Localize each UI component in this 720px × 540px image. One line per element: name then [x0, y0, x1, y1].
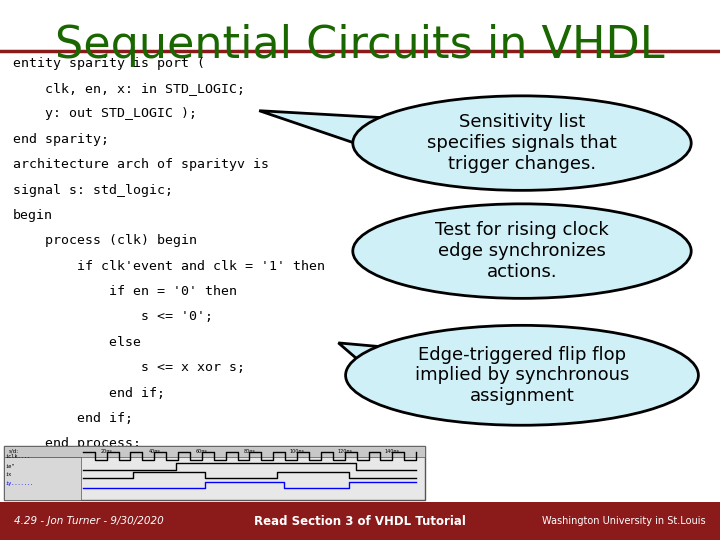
- Text: end if;: end if;: [13, 412, 133, 425]
- Text: entity sparity is port (: entity sparity is port (: [13, 57, 205, 70]
- Text: iclk....: iclk....: [6, 454, 31, 459]
- Text: s <= '0';: s <= '0';: [13, 310, 213, 323]
- Text: 4.29 - Jon Turner - 9/30/2020: 4.29 - Jon Turner - 9/30/2020: [14, 516, 164, 526]
- Text: end process;: end process;: [13, 437, 141, 450]
- Text: else: else: [13, 336, 141, 349]
- Text: 40ns: 40ns: [148, 449, 160, 454]
- Text: y: out STD_LOGIC );: y: out STD_LOGIC );: [13, 107, 197, 120]
- Text: architecture arch of sparityv is: architecture arch of sparityv is: [13, 158, 269, 171]
- FancyBboxPatch shape: [4, 457, 81, 500]
- Text: if clk'event and clk = '1' then: if clk'event and clk = '1' then: [13, 260, 325, 273]
- Text: Sensitivity list
specifies signals that
trigger changes.: Sensitivity list specifies signals that …: [427, 113, 617, 173]
- Text: Washington University in St.Louis: Washington University in St.Louis: [542, 516, 706, 526]
- Text: begin: begin: [13, 209, 53, 222]
- Text: ie": ie": [6, 463, 15, 469]
- Text: 100ns: 100ns: [289, 449, 305, 454]
- Ellipse shape: [353, 204, 691, 298]
- Text: ix: ix: [6, 472, 12, 477]
- Text: signal s: std_logic;: signal s: std_logic;: [13, 184, 173, 197]
- Text: iy.......: iy.......: [6, 481, 34, 487]
- Polygon shape: [259, 111, 401, 156]
- Polygon shape: [338, 343, 399, 385]
- Text: clk, en, x: in STD_LOGIC;: clk, en, x: in STD_LOGIC;: [13, 82, 245, 95]
- Text: end if;: end if;: [13, 387, 165, 400]
- Text: if en = '0' then: if en = '0' then: [13, 285, 237, 298]
- Text: Edge-triggered flip flop
implied by synchronous
assignment: Edge-triggered flip flop implied by sync…: [415, 346, 629, 405]
- Text: end sparity;: end sparity;: [13, 133, 109, 146]
- Text: s <= x xor s;: s <= x xor s;: [13, 361, 245, 374]
- Text: Read Section 3 of VHDL Tutorial: Read Section 3 of VHDL Tutorial: [254, 515, 466, 528]
- Text: s/d:: s/d:: [9, 449, 19, 454]
- Text: 80ns: 80ns: [243, 449, 256, 454]
- FancyBboxPatch shape: [4, 446, 425, 457]
- Text: 60ns: 60ns: [196, 449, 208, 454]
- Text: y <= s;: y <= s;: [13, 463, 101, 476]
- Ellipse shape: [353, 96, 691, 191]
- Ellipse shape: [346, 325, 698, 426]
- Text: Test for rising clock
edge synchronizes
actions.: Test for rising clock edge synchronizes …: [435, 221, 609, 281]
- Text: 20ns: 20ns: [101, 449, 112, 454]
- Polygon shape: [394, 221, 410, 258]
- Text: 140ns: 140ns: [385, 449, 400, 454]
- Text: process (clk) begin: process (clk) begin: [13, 234, 197, 247]
- FancyBboxPatch shape: [0, 502, 720, 540]
- FancyBboxPatch shape: [4, 446, 425, 500]
- Text: Sequential Circuits in VHDL: Sequential Circuits in VHDL: [55, 24, 665, 68]
- Text: end arch;: end arch;: [13, 488, 85, 501]
- Text: 120ns: 120ns: [337, 449, 352, 454]
